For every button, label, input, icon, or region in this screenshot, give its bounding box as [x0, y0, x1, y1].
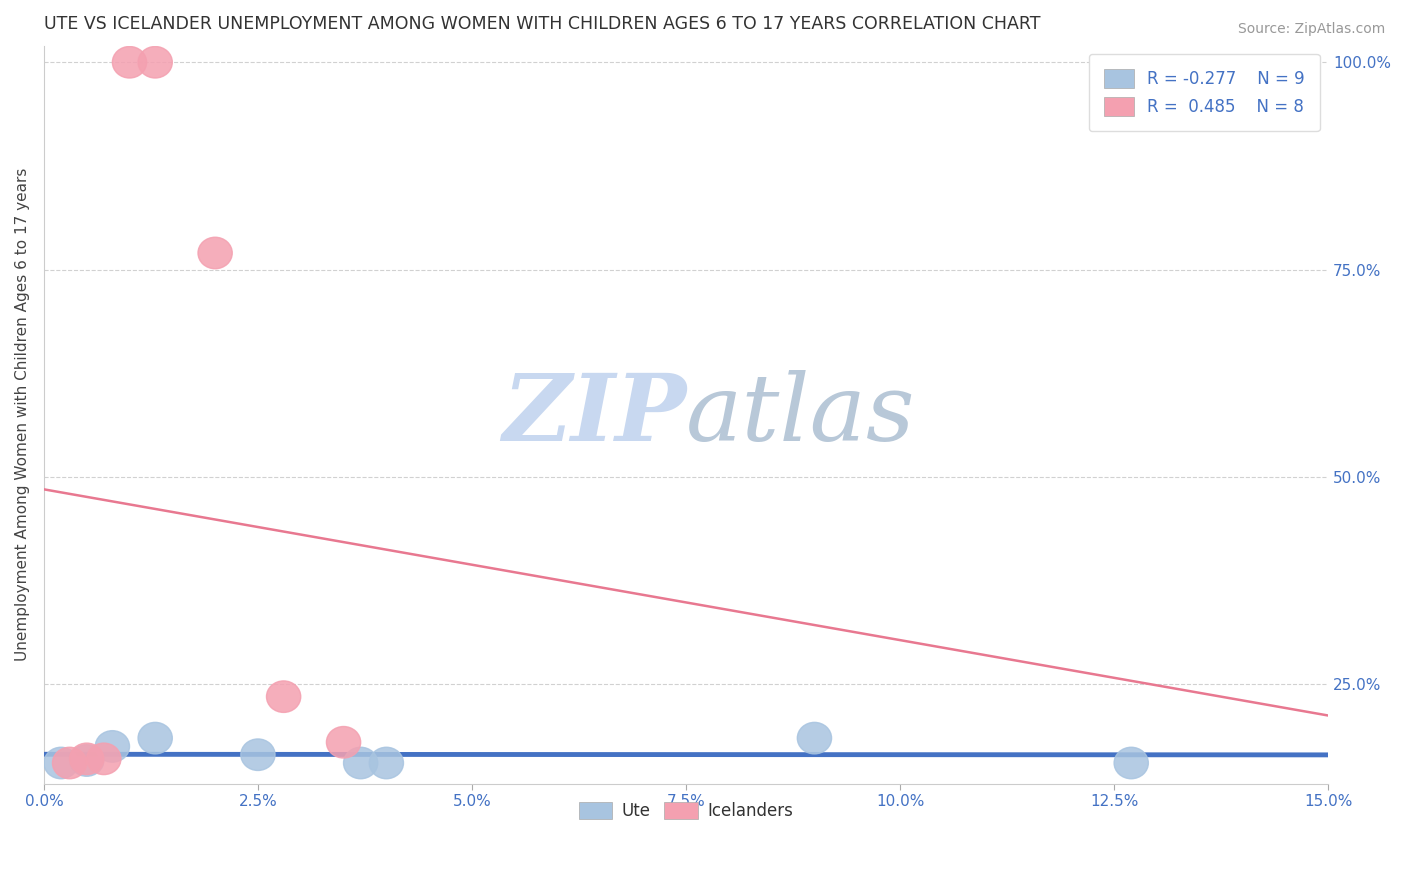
- Ellipse shape: [138, 723, 173, 754]
- Text: atlas: atlas: [686, 369, 915, 459]
- Ellipse shape: [370, 747, 404, 779]
- Text: ZIP: ZIP: [502, 369, 686, 459]
- Ellipse shape: [69, 745, 104, 776]
- Ellipse shape: [44, 747, 79, 779]
- Text: UTE VS ICELANDER UNEMPLOYMENT AMONG WOMEN WITH CHILDREN AGES 6 TO 17 YEARS CORRE: UTE VS ICELANDER UNEMPLOYMENT AMONG WOME…: [44, 15, 1040, 33]
- Legend: Ute, Icelanders: Ute, Icelanders: [572, 796, 800, 827]
- Ellipse shape: [326, 726, 361, 758]
- Ellipse shape: [138, 46, 173, 78]
- Text: Source: ZipAtlas.com: Source: ZipAtlas.com: [1237, 22, 1385, 37]
- Ellipse shape: [797, 723, 831, 754]
- Ellipse shape: [52, 747, 87, 779]
- Ellipse shape: [343, 747, 378, 779]
- Ellipse shape: [69, 743, 104, 774]
- Y-axis label: Unemployment Among Women with Children Ages 6 to 17 years: Unemployment Among Women with Children A…: [15, 168, 30, 661]
- Ellipse shape: [240, 739, 276, 771]
- Ellipse shape: [87, 743, 121, 774]
- Ellipse shape: [1114, 747, 1149, 779]
- Ellipse shape: [198, 237, 232, 268]
- Ellipse shape: [267, 681, 301, 713]
- Ellipse shape: [96, 731, 129, 762]
- Ellipse shape: [112, 46, 146, 78]
